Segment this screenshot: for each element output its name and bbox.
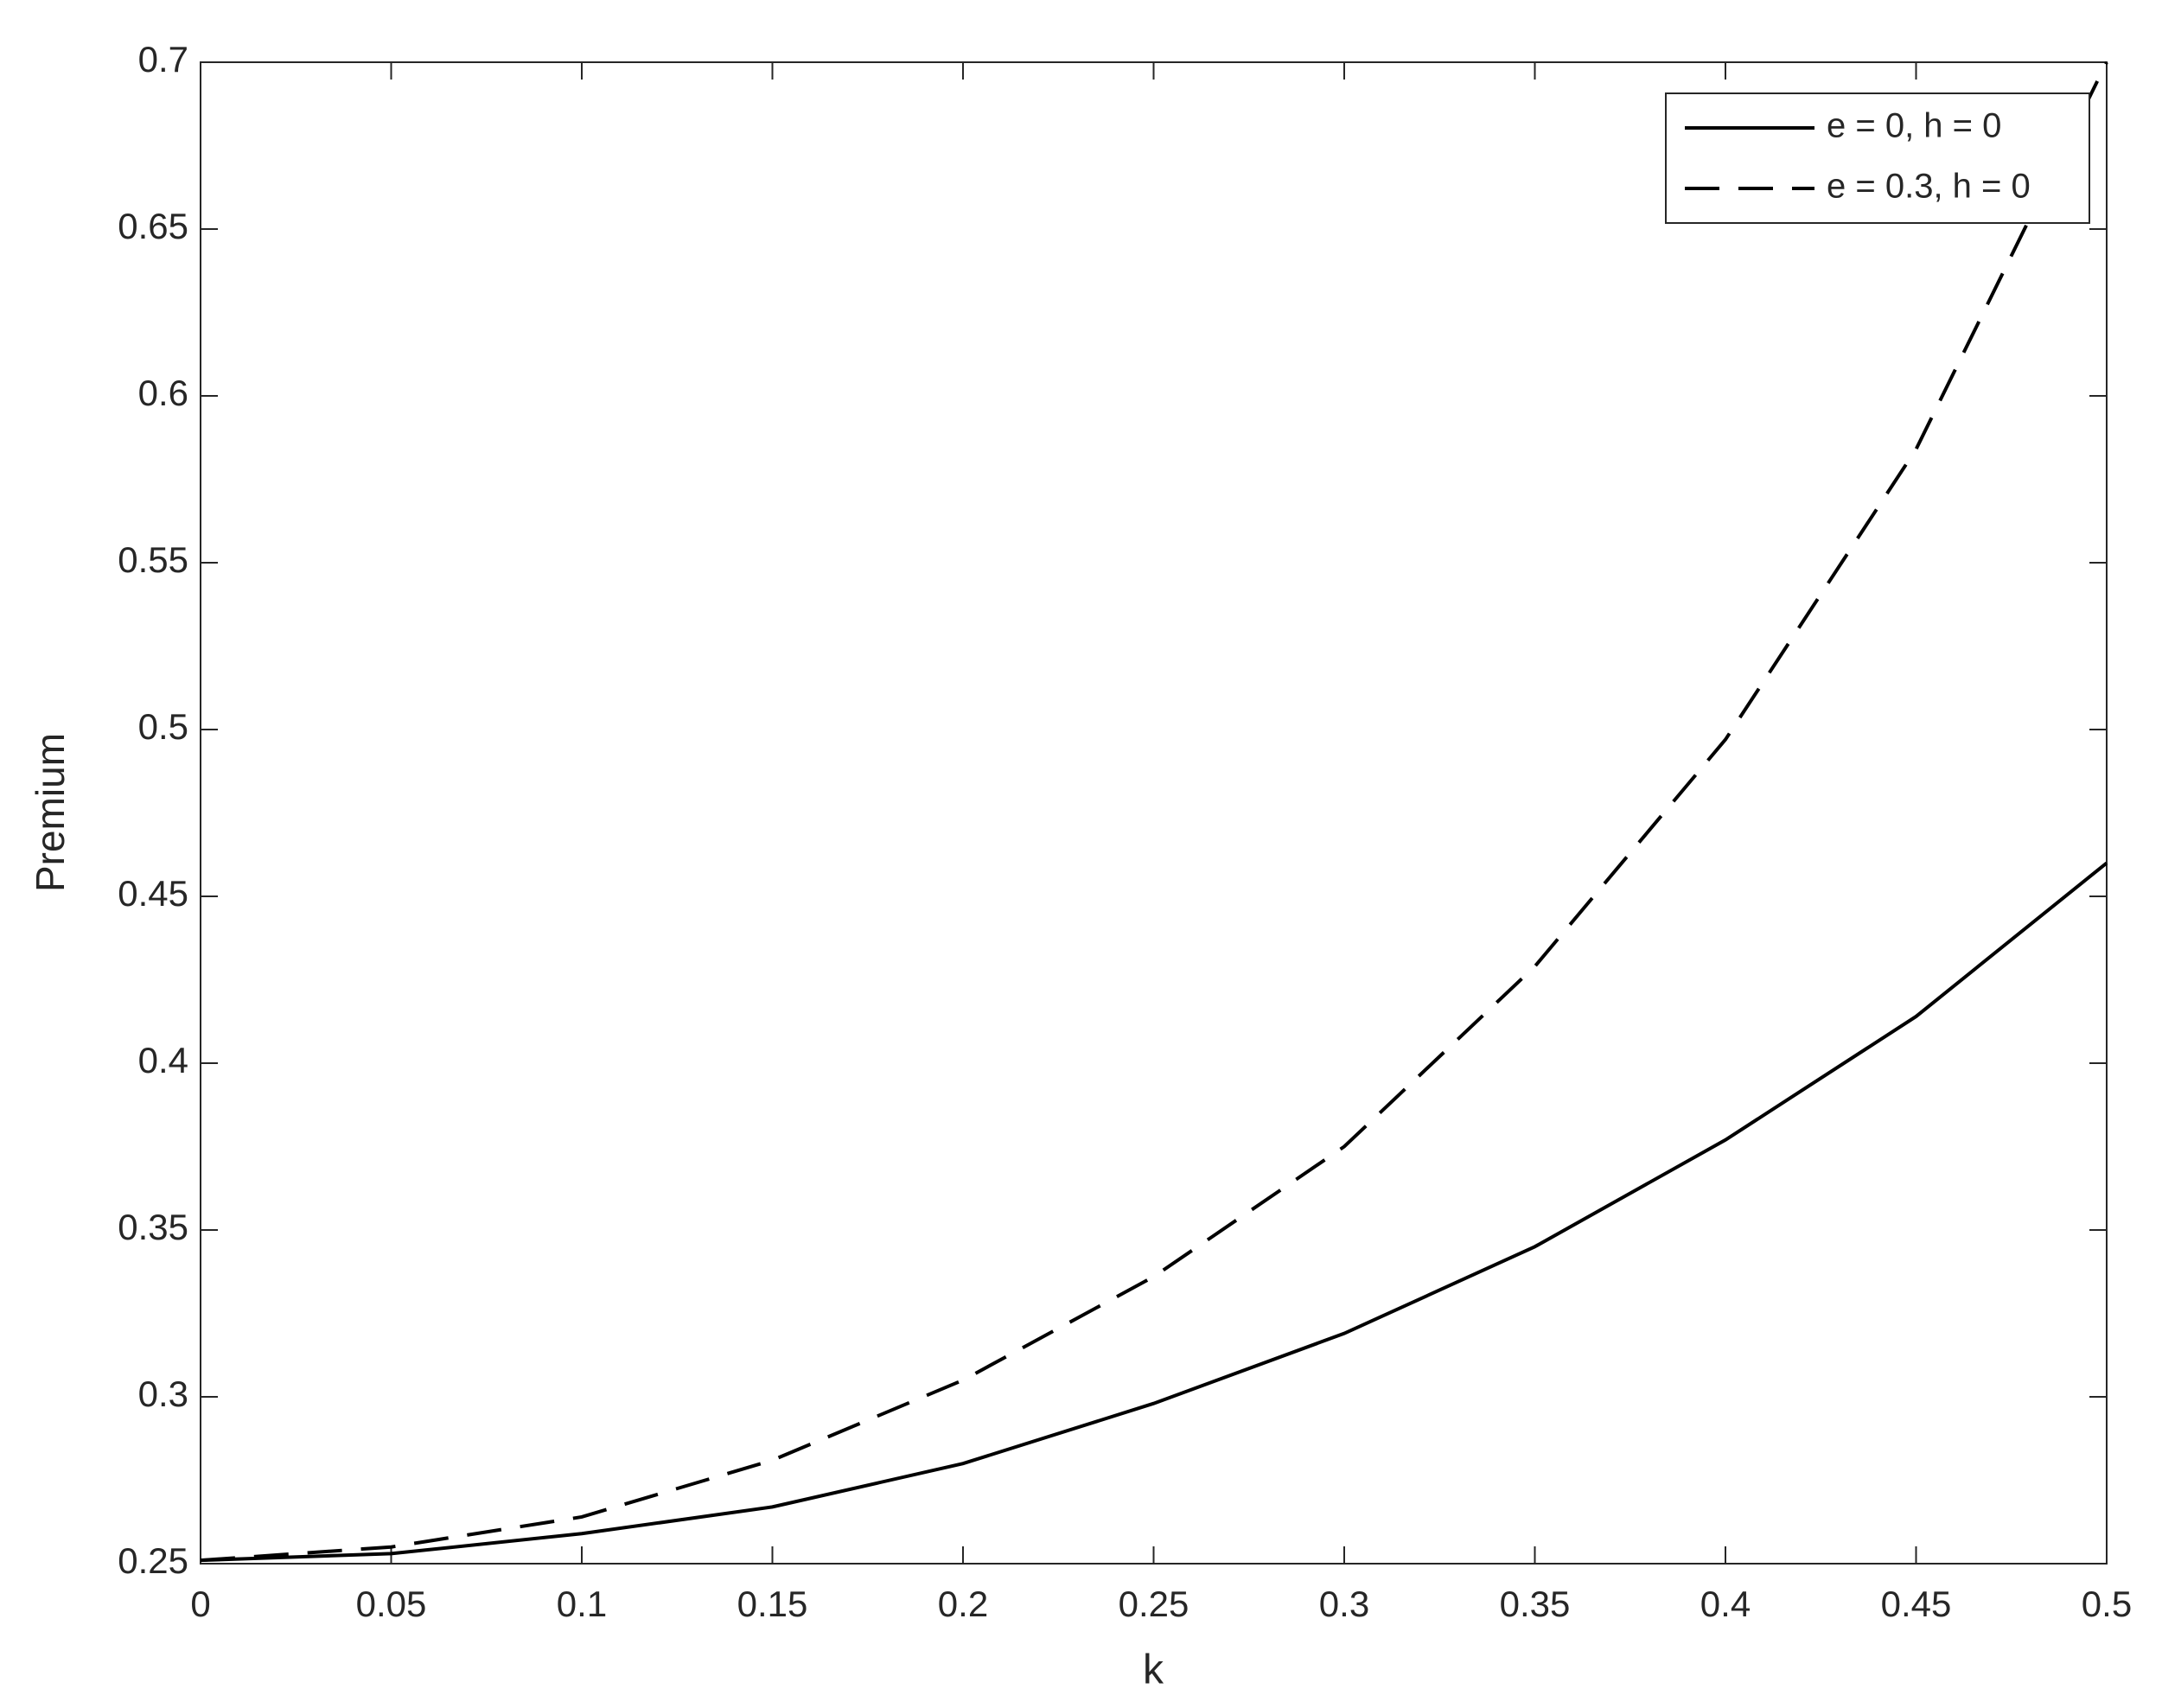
y-tick-label: 0.45 [118, 873, 188, 914]
x-tick-label: 0.3 [1319, 1584, 1369, 1624]
x-tick-label: 0.1 [557, 1584, 607, 1624]
y-axis-label: Premium [28, 733, 73, 892]
plot-area [200, 61, 2108, 1565]
y-tick-label: 0.4 [138, 1040, 188, 1080]
y-tick-label: 0.55 [118, 539, 188, 580]
x-tick-label: 0.15 [737, 1584, 808, 1624]
legend-label: e = 0, h = 0 [1827, 107, 2001, 145]
x-tick-label: 0.4 [1700, 1584, 1751, 1624]
x-tick-label: 0.45 [1881, 1584, 1952, 1624]
x-tick-label: 0 [190, 1584, 210, 1624]
x-tick-label: 0.25 [1119, 1584, 1189, 1624]
legend-box [1665, 92, 2090, 224]
y-tick-label: 0.5 [138, 706, 188, 747]
x-tick-label: 0.35 [1500, 1584, 1571, 1624]
y-tick-label: 0.25 [118, 1540, 188, 1581]
x-tick-label: 0.5 [2082, 1584, 2132, 1624]
y-tick-label: 0.3 [138, 1373, 188, 1414]
y-tick-label: 0.7 [138, 39, 188, 80]
line-series [200, 861, 2108, 1563]
y-tick-label: 0.35 [118, 1207, 188, 1247]
y-tick-label: 0.6 [138, 373, 188, 413]
x-tick-label: 0.2 [938, 1584, 988, 1624]
x-axis-label: k [1143, 1647, 1164, 1693]
x-tick-label: 0.05 [356, 1584, 427, 1624]
legend-label: e = 0.3, h = 0 [1827, 168, 2031, 206]
y-tick-label: 0.65 [118, 206, 188, 246]
